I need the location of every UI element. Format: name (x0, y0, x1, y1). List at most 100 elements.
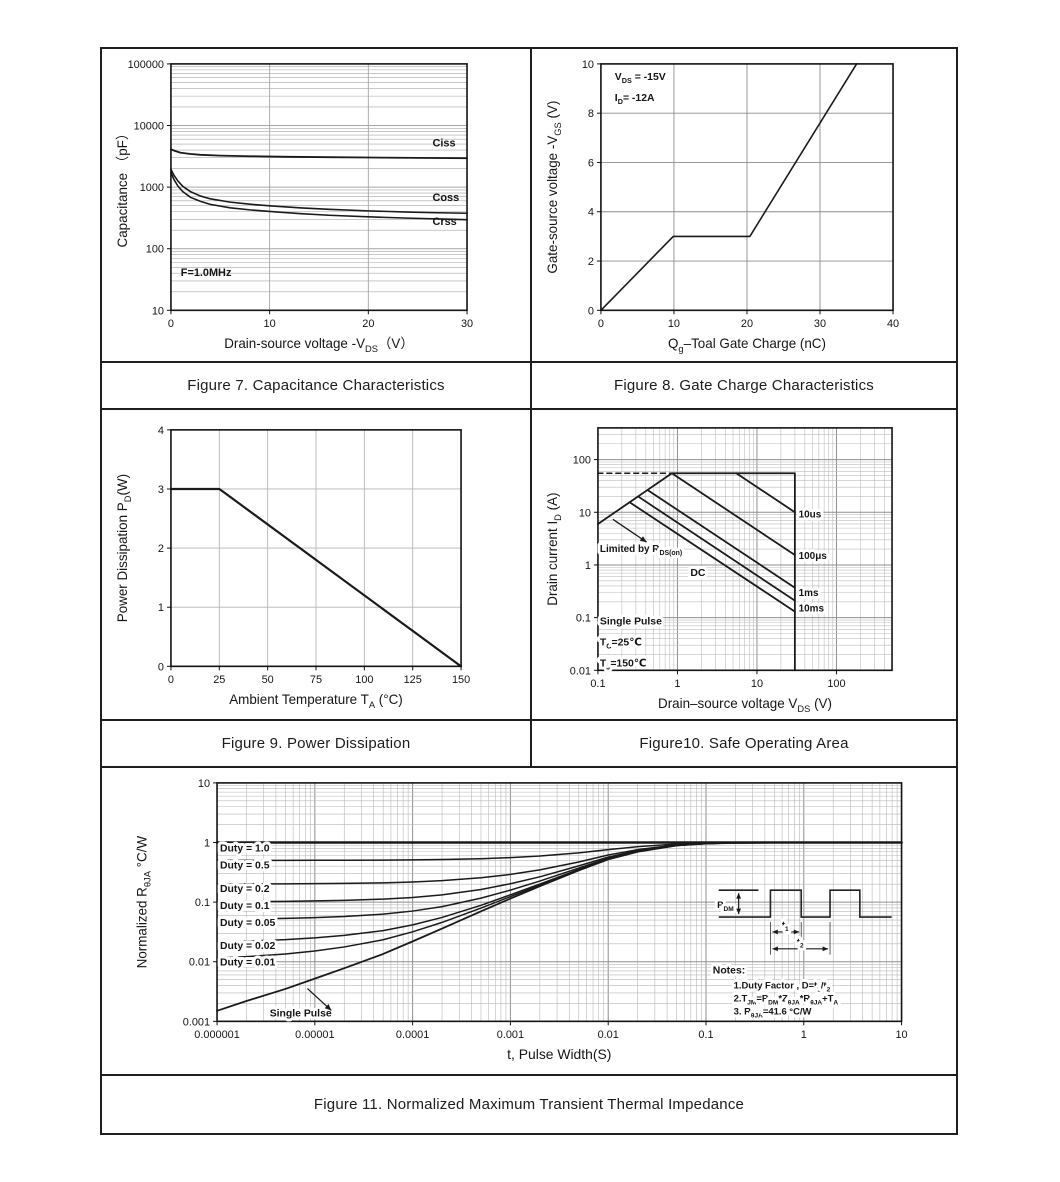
y-tick-label: 100 (146, 244, 164, 256)
figure7-capacitance-chart: 0 10 20 30 10 100 1000 10000 100000 Ciss Coss Crss F… (103, 49, 529, 361)
y-tick-label: 8 (588, 108, 594, 120)
x-axis-title: Qg–Toal Gate Charge (nC) (668, 336, 826, 354)
chart-label: 10ms (799, 604, 825, 615)
x-tick-label: 40 (887, 318, 899, 330)
series (170, 148, 468, 221)
series-pulse-10us (735, 472, 796, 514)
arrowhead (639, 536, 647, 543)
series (215, 841, 903, 1012)
axis-ticks: 0 10 20 30 10 100 1000 10000 100000 (128, 59, 474, 330)
figure8-caption: Figure 8. Gate Charge Characteristics (532, 363, 956, 408)
series-pulse-10ms (637, 495, 796, 602)
x-tick-label: 0.00001 (295, 1029, 334, 1041)
chart-label: TC=25℃ (600, 637, 642, 650)
figure9-power-dissipation-chart: 0 25 50 75 100 125 150 0 1 2 3 4 Ambient Temperature… (103, 410, 529, 719)
annotations: Ciss Coss Crss F=1.0MHz (181, 137, 459, 279)
axis-titles: Qg–Toal Gate Charge (nC) Gate-source volt… (545, 101, 826, 354)
x-tick-label: 100 (355, 674, 373, 686)
arrowhead (822, 946, 829, 952)
y-tick-label: 0.1 (195, 897, 210, 909)
figure9-chart-cell: 0 25 50 75 100 125 150 0 1 2 3 4 Ambient Temperature… (102, 410, 532, 719)
x-tick-label: 0.1 (698, 1029, 713, 1041)
chart-label: VDS = -15V (615, 72, 666, 85)
figure8-chart-cell: 0 10 20 30 40 0 2 4 6 8 10 VDS = -15V ID= -12A Qg–Toa… (532, 49, 956, 361)
x-tick-label: 10 (668, 318, 680, 330)
chart-label: Ciss (432, 137, 455, 149)
figure7-caption: Figure 7. Capacitance Characteristics (102, 363, 532, 408)
chart-label: Single Pulse (270, 1008, 332, 1019)
arrowhead (736, 893, 742, 899)
caption-text: Figure 11. Normalized Maximum Transient … (313, 1096, 745, 1113)
y-tick-label: 2 (158, 543, 164, 555)
x-axis-title: Drain-source voltage -VDS（V） (224, 336, 414, 354)
row-captions-7-8: Figure 7. Capacitance Characteristics Fi… (102, 363, 956, 410)
x-tick-label: 100 (827, 678, 845, 690)
y-tick-label: 0 (158, 661, 164, 673)
chart-label: 10us (799, 509, 822, 520)
chart-label: Single Pulse (600, 617, 662, 628)
x-axis-title: Ambient Temperature TA (°C) (229, 692, 403, 710)
y-tick-label: 0.1 (576, 613, 591, 625)
y-tick-label: 100 (573, 455, 591, 467)
y-tick-label: 2 (588, 256, 594, 268)
y-axis-title: Drain current ID (A) (545, 492, 563, 605)
x-tick-label: 0 (598, 318, 604, 330)
series-power-derating (169, 487, 463, 668)
x-tick-label: 75 (310, 674, 322, 686)
x-tick-label: 25 (213, 674, 225, 686)
figure11-chart-cell: 0.000001 0.00001 0.0001 0.001 0.01 0.1 1 10 10 1 0… (102, 768, 956, 1074)
y-tick-label: 0 (588, 305, 594, 317)
x-tick-label: 0.001 (497, 1029, 524, 1041)
row-captions-9-10: Figure 9. Power Dissipation Figure10. Sa… (102, 721, 956, 768)
axis-titles: t, Pulse Width(S) Normalized RθJA °C/W (134, 836, 611, 1063)
series (169, 487, 463, 668)
chart-label: 100μs (799, 551, 828, 562)
caption-text: Figure 8. Gate Charge Characteristics (613, 377, 874, 394)
figure10-chart-cell: 0.1 1 10 100 0.01 0.1 1 10 100 10us 100μs 1ms 10ms Li… (532, 410, 956, 719)
chart-label: t1 (782, 919, 789, 933)
y-tick-label: 10 (198, 778, 210, 790)
chart-label: Coss (432, 192, 459, 204)
figure9-caption: Figure 9. Power Dissipation (102, 721, 532, 766)
y-tick-label: 1 (204, 837, 210, 849)
figure11-thermal-impedance-chart: 0.000001 0.00001 0.0001 0.001 0.01 0.1 1 10 10 1 0… (104, 768, 954, 1074)
waveform-path (718, 889, 892, 918)
chart-label: Limited by RDS(on) (600, 544, 682, 557)
figure11-caption: Figure 11. Normalized Maximum Transient … (102, 1076, 956, 1133)
chart-label: Duty = 0.5 (220, 860, 270, 871)
y-axis-title: Capacitance （pF） (115, 127, 130, 248)
caption-text: Figure 7. Capacitance Characteristics (187, 377, 445, 394)
chart-label: Crss (432, 216, 456, 228)
x-tick-label: 10 (751, 678, 763, 690)
arrowhead (772, 946, 778, 952)
chart-label: 1ms (799, 588, 819, 599)
y-tick-label: 100000 (128, 59, 164, 71)
figure7-chart-cell: 0 10 20 30 10 100 1000 10000 100000 Ciss Coss Crss F… (102, 49, 532, 361)
annotations: VDS = -15V ID= -12A (615, 72, 666, 106)
chart-label: Duty = 0.2 (220, 884, 270, 895)
chart-label: t2 (797, 936, 804, 950)
chart-label: 2.TJM=PDM*ZθJA*RθJA+TA (734, 992, 839, 1006)
x-tick-label: 150 (452, 674, 470, 686)
chart-label: PDM (717, 899, 734, 913)
caption-text: Figure10. Safe Operating Area (639, 735, 849, 752)
chart-label: F=1.0MHz (181, 267, 232, 279)
series-boundary-30V (670, 472, 796, 672)
axis-ticks: 0 25 50 75 100 125 150 0 1 2 3 4 (158, 425, 470, 686)
y-tick-label: 0.01 (570, 665, 591, 677)
series-Crss (170, 171, 468, 221)
grid (597, 427, 893, 671)
y-tick-label: 3 (158, 484, 164, 496)
x-axis-title: t, Pulse Width(S) (507, 1046, 611, 1062)
y-tick-label: 1 (158, 602, 164, 614)
x-tick-label: 10 (264, 318, 276, 330)
x-tick-label: 0.0001 (396, 1029, 429, 1041)
arrow-line (612, 518, 647, 543)
x-tick-label: 30 (461, 318, 473, 330)
axis-titles: Ambient Temperature TA (°C) Power Dissipa… (115, 474, 403, 710)
arrowhead (324, 1004, 332, 1011)
y-axis-title: Normalized RθJA °C/W (134, 836, 152, 969)
